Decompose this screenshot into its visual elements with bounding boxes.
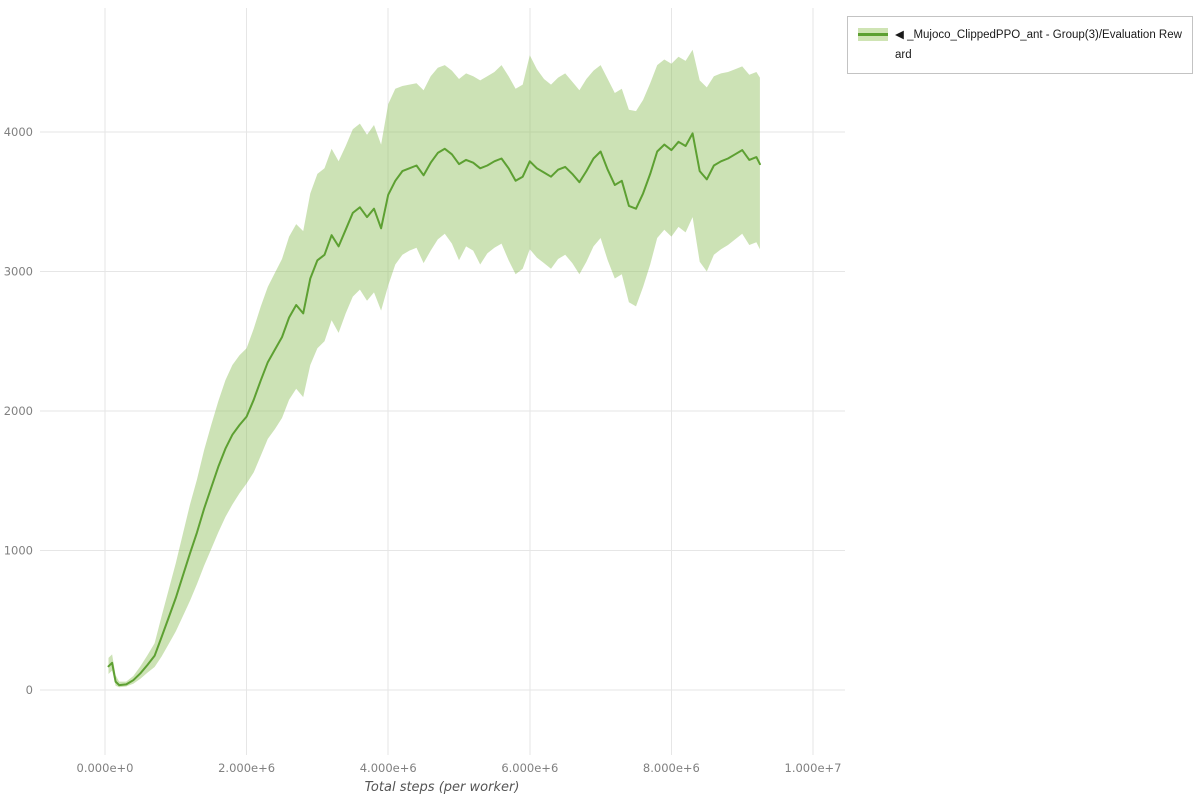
x-tick-label: 6.000e+6 [501,761,558,775]
legend-marker-icon: ◀ [895,29,904,41]
x-tick-labels: 0.000e+0 2.000e+6 4.000e+6 6.000e+6 8.000e+6… [77,761,842,775]
legend-label: ◀ _Mujoco_ClippedPPO_ant - Group(3)/Eval… [895,25,1182,65]
x-tick-label: 8.000e+6 [643,761,700,775]
x-axis-label: Total steps (per worker) [365,780,520,795]
series-swatch-line [858,33,888,36]
x-tick-label: 4.000e+6 [360,761,417,775]
y-tick-label: 2000 [4,404,33,418]
x-tick-label: 1.000e+7 [785,761,842,775]
mean-line [107,132,761,687]
legend-series-name: _Mujoco_ClippedPPO_ant - Group(3)/Evalua… [895,29,1182,61]
y-tick-label: 4000 [4,125,33,139]
y-tick-labels: 0 1000 2000 3000 4000 [4,125,33,697]
legend[interactable]: ◀ _Mujoco_ClippedPPO_ant - Group(3)/Eval… [847,16,1193,74]
confidence-band [108,49,760,688]
y-tick-label: 3000 [4,265,33,279]
y-tick-label: 0 [26,683,33,697]
y-tick-label: 1000 [4,544,33,558]
gridlines [40,8,845,755]
x-tick-label: 0.000e+0 [77,761,134,775]
series-swatch [858,28,888,41]
x-tick-label: 2.000e+6 [218,761,275,775]
